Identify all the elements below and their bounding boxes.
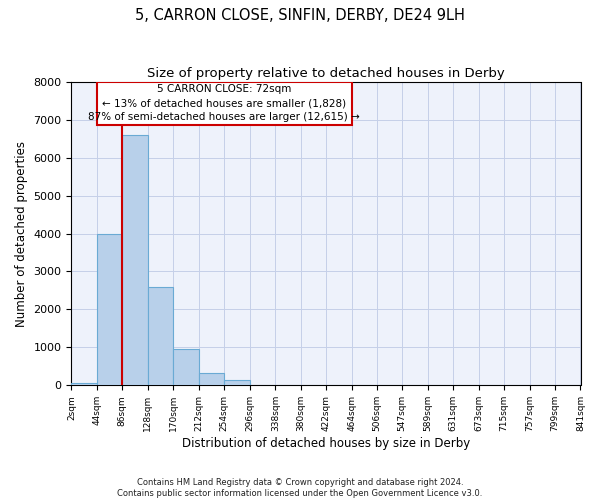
Bar: [122, 135, 148, 386]
Bar: [97, 234, 122, 386]
Bar: [224, 380, 250, 386]
Bar: [71, 383, 97, 386]
Y-axis label: Number of detached properties: Number of detached properties: [15, 140, 28, 326]
X-axis label: Distribution of detached houses by size in Derby: Distribution of detached houses by size …: [182, 437, 470, 450]
Text: 5, CARRON CLOSE, SINFIN, DERBY, DE24 9LH: 5, CARRON CLOSE, SINFIN, DERBY, DE24 9LH: [135, 8, 465, 22]
Bar: [97, 82, 352, 126]
Bar: [199, 373, 224, 386]
Bar: [148, 286, 173, 386]
Text: 5 CARRON CLOSE: 72sqm
← 13% of detached houses are smaller (1,828)
87% of semi-d: 5 CARRON CLOSE: 72sqm ← 13% of detached …: [88, 84, 360, 122]
Text: Contains HM Land Registry data © Crown copyright and database right 2024.
Contai: Contains HM Land Registry data © Crown c…: [118, 478, 482, 498]
Bar: [173, 350, 199, 386]
Title: Size of property relative to detached houses in Derby: Size of property relative to detached ho…: [147, 68, 505, 80]
